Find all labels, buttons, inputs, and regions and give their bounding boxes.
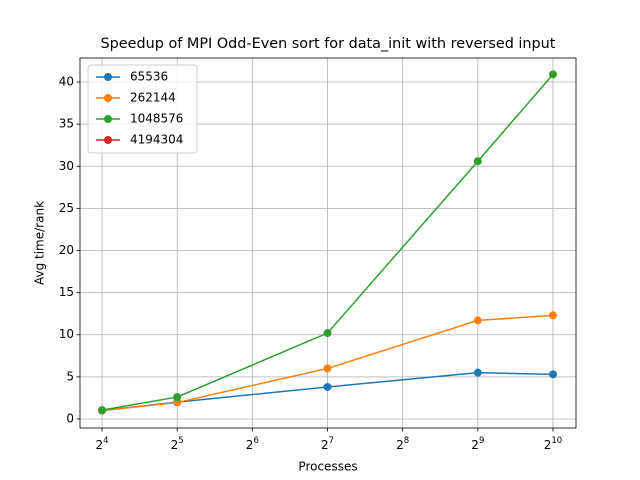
data-point: [98, 406, 107, 415]
data-point: [173, 393, 182, 402]
data-point: [323, 364, 332, 373]
plot-frame: [79, 57, 577, 429]
legend-box: [87, 64, 198, 154]
x-tick-label: 29: [471, 436, 484, 452]
data-point: [323, 382, 332, 391]
data-point: [548, 311, 557, 320]
y-tick-label: 20: [59, 243, 74, 257]
y-tick-label: 10: [59, 327, 74, 341]
y-tick-label: 0: [66, 411, 74, 425]
y-tick-label: 35: [59, 117, 74, 131]
y-tick-label: 30: [59, 159, 74, 173]
x-tick-label: 28: [396, 436, 409, 452]
x-tick-label: 24: [95, 436, 108, 452]
legend-marker: [104, 94, 112, 102]
y-axis-label: Avg time/rank: [33, 201, 47, 285]
data-point: [323, 329, 332, 338]
data-point: [548, 70, 557, 79]
legend-label: 65536: [130, 70, 168, 84]
legend-marker: [104, 73, 112, 81]
x-tick-label: 210: [544, 436, 562, 452]
data-point: [548, 370, 557, 379]
legend-marker: [104, 115, 112, 123]
legend-marker: [104, 136, 112, 144]
x-tick-label: 25: [171, 436, 184, 452]
chart-title: Speedup of MPI Odd-Even sort for data_in…: [101, 36, 556, 52]
legend-label: 4194304: [130, 133, 183, 147]
data-point: [473, 157, 482, 166]
data-point: [473, 368, 482, 377]
x-tick-label: 26: [246, 436, 259, 452]
x-tick-label: 27: [321, 436, 334, 452]
x-axis-label: Processes: [298, 460, 357, 474]
y-tick-label: 40: [59, 75, 74, 89]
legend-label: 1048576: [130, 112, 183, 126]
legend-label: 262144: [130, 91, 176, 105]
y-tick-label: 25: [59, 201, 74, 215]
y-tick-label: 5: [66, 369, 74, 383]
data-point: [173, 398, 182, 407]
data-point: [473, 316, 482, 325]
y-tick-label: 15: [59, 285, 74, 299]
